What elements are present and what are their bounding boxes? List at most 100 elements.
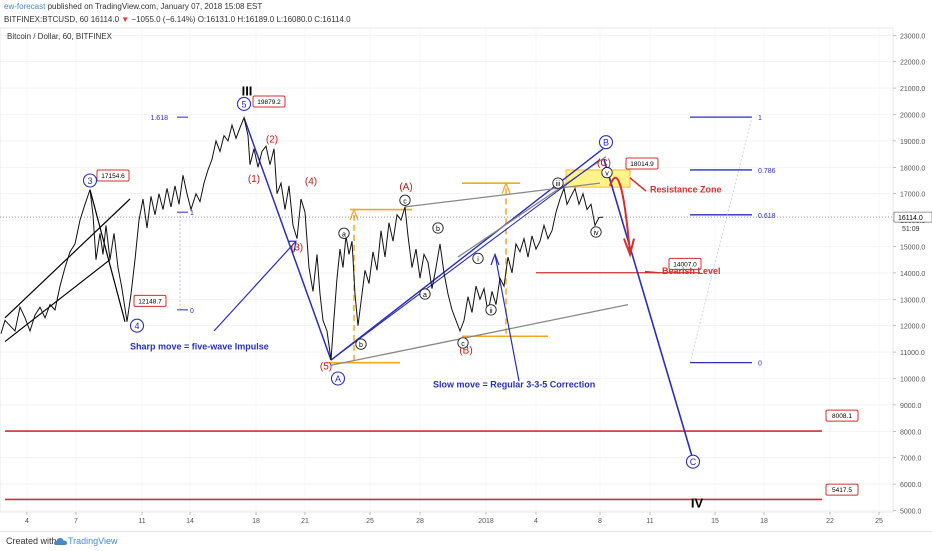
price-chart[interactable]: Bitcoin / Dollar, 60, BITFINEX 23000.0 22… [0, 0, 932, 531]
wave-label-blue: C [690, 457, 697, 467]
fib-right-label: 0.618 [758, 213, 776, 220]
level-callout-18014: 18014.9 [626, 158, 658, 169]
wave-label-major: IV [691, 496, 704, 511]
created-with-text: Created with [6, 536, 57, 546]
level-callout-5417: 5417.5 [826, 484, 858, 495]
down-triangle-icon: ▼ [121, 15, 129, 24]
chart-title: Bitcoin / Dollar, 60, BITFINEX [7, 32, 113, 41]
x-tick-label: 18 [252, 518, 260, 525]
wave-label-minor: a [423, 292, 427, 299]
x-tick-label: 8 [598, 518, 602, 525]
last-price: 16114.0 [91, 15, 119, 24]
wave-label-red: (4) [305, 177, 317, 188]
y-tick-label: 6000.0 [900, 482, 922, 489]
wave-label-blue: 3 [87, 176, 92, 186]
impulse-label: Sharp move = five-wave Impulse [130, 341, 269, 351]
published-text: published on TradingView.com, January 07… [48, 2, 263, 11]
fib-right-label: 0.786 [758, 168, 776, 175]
y-tick-label: 21000.0 [900, 86, 925, 93]
wave-label-minor: iv [593, 230, 599, 237]
y-tick-label: 14000.0 [900, 271, 925, 278]
callout-label: 12148.7 [138, 298, 162, 305]
x-tick-label: 25 [875, 518, 883, 525]
wave-label-red: (A) [399, 182, 412, 193]
resistance-zone-label: Resistance Zone [650, 184, 722, 194]
wave-label-blue: B [603, 138, 609, 148]
wave-label-minor: b [359, 342, 363, 349]
y-tick-label: 13000.0 [900, 297, 925, 304]
x-tick-label: 28 [416, 518, 424, 525]
wave-label-minor: a [342, 231, 346, 238]
fib-left-label: 1.618 [150, 115, 168, 122]
x-tick-label: 11 [646, 518, 653, 525]
callout-label: 5417.5 [832, 487, 852, 494]
level-callout-8008: 8008.1 [826, 410, 858, 421]
fib-right-label: 1 [758, 115, 762, 122]
tradingview-brand[interactable]: TradingView [68, 536, 118, 546]
x-tick-label: 18 [760, 518, 768, 525]
callout-label: 19879.2 [257, 99, 281, 106]
y-tick-label: 20000.0 [900, 113, 925, 120]
x-tick-label: 7 [74, 518, 78, 525]
tradingview-cloud-icon [54, 535, 67, 547]
y-tick-label: 22000.0 [900, 60, 925, 67]
wave-label-minor: b [436, 226, 440, 233]
correction-label: Slow move = Regular 3-3-5 Correction [433, 380, 595, 390]
y-tick-label: 18000.0 [900, 165, 925, 172]
wave-label-red: (3) [291, 243, 303, 254]
publisher-name[interactable]: ew-forecast [4, 2, 45, 11]
wave-label-blue: 5 [241, 99, 246, 109]
y-tick-label: 5000.0 [900, 509, 922, 516]
y-tick-label: 23000.0 [900, 33, 925, 40]
footer: Created with TradingView [0, 531, 932, 551]
fib-left-label: 1 [190, 210, 194, 217]
wave-label-minor: c [403, 198, 407, 205]
wave-label-red: (1) [248, 174, 260, 185]
x-tick-label: 4 [534, 518, 538, 525]
wave-label-blue: A [335, 374, 341, 384]
level-callout-17154: 17154.6 [97, 170, 129, 181]
high: H:16189.0 [237, 15, 274, 24]
wave-label-red: (2) [266, 134, 278, 145]
y-tick-label: 9000.0 [900, 403, 922, 410]
x-tick-label: 22 [826, 518, 834, 525]
wave-label-minor: c [461, 341, 465, 348]
y-tick-label: 12000.0 [900, 324, 925, 331]
publish-line: ew-forecast published on TradingView.com… [4, 0, 262, 14]
y-tick-label: 17000.0 [900, 192, 925, 199]
x-tick-label: 2018 [478, 518, 494, 525]
callout-label: 17154.6 [101, 173, 125, 180]
bearish-level-label: Bearish Level [662, 266, 721, 276]
low: L:16080.0 [276, 15, 312, 24]
publish-header: ew-forecast published on TradingView.com… [0, 0, 932, 14]
wave-label-minor: v [605, 171, 609, 178]
x-tick-label: 15 [711, 518, 719, 525]
wave-label-blue: 4 [134, 321, 139, 331]
wave-label-minor: iii [556, 181, 561, 188]
change: −1055.0 (−6.14%) [131, 15, 195, 24]
open: O:16131.0 [198, 15, 235, 24]
y-tick-label: 7000.0 [900, 456, 922, 463]
callout-label: 8008.1 [832, 413, 852, 420]
fib-left-label: 0 [190, 308, 194, 315]
ohlc-line: BITFINEX:BTCUSD, 60 16114.0 ▼ −1055.0 (−… [4, 13, 351, 27]
y-tick-label: 15000.0 [900, 245, 925, 252]
last-price-label: 16114.0 [898, 215, 923, 222]
x-tick-label: 11 [138, 518, 145, 525]
level-callout-19879: 19879.2 [253, 96, 285, 107]
callout-label: 18014.9 [630, 161, 654, 168]
close: C:16114.0 [314, 15, 350, 24]
x-tick-label: 14 [186, 518, 194, 525]
wave-label-major: III [242, 84, 253, 99]
x-tick-label: 4 [25, 518, 29, 525]
chart-background [0, 0, 932, 531]
y-tick-label: 8000.0 [900, 429, 922, 436]
fib-right-label: 0 [758, 361, 762, 368]
y-tick-label: 10000.0 [900, 377, 925, 384]
x-tick-label: 21 [301, 518, 309, 525]
wave-label-red: (5) [320, 361, 332, 372]
level-callout-12148: 12148.7 [134, 295, 166, 306]
countdown-label: 51:09 [902, 226, 920, 233]
symbol: BITFINEX:BTCUSD, 60 [4, 15, 88, 24]
y-tick-label: 19000.0 [900, 139, 925, 146]
